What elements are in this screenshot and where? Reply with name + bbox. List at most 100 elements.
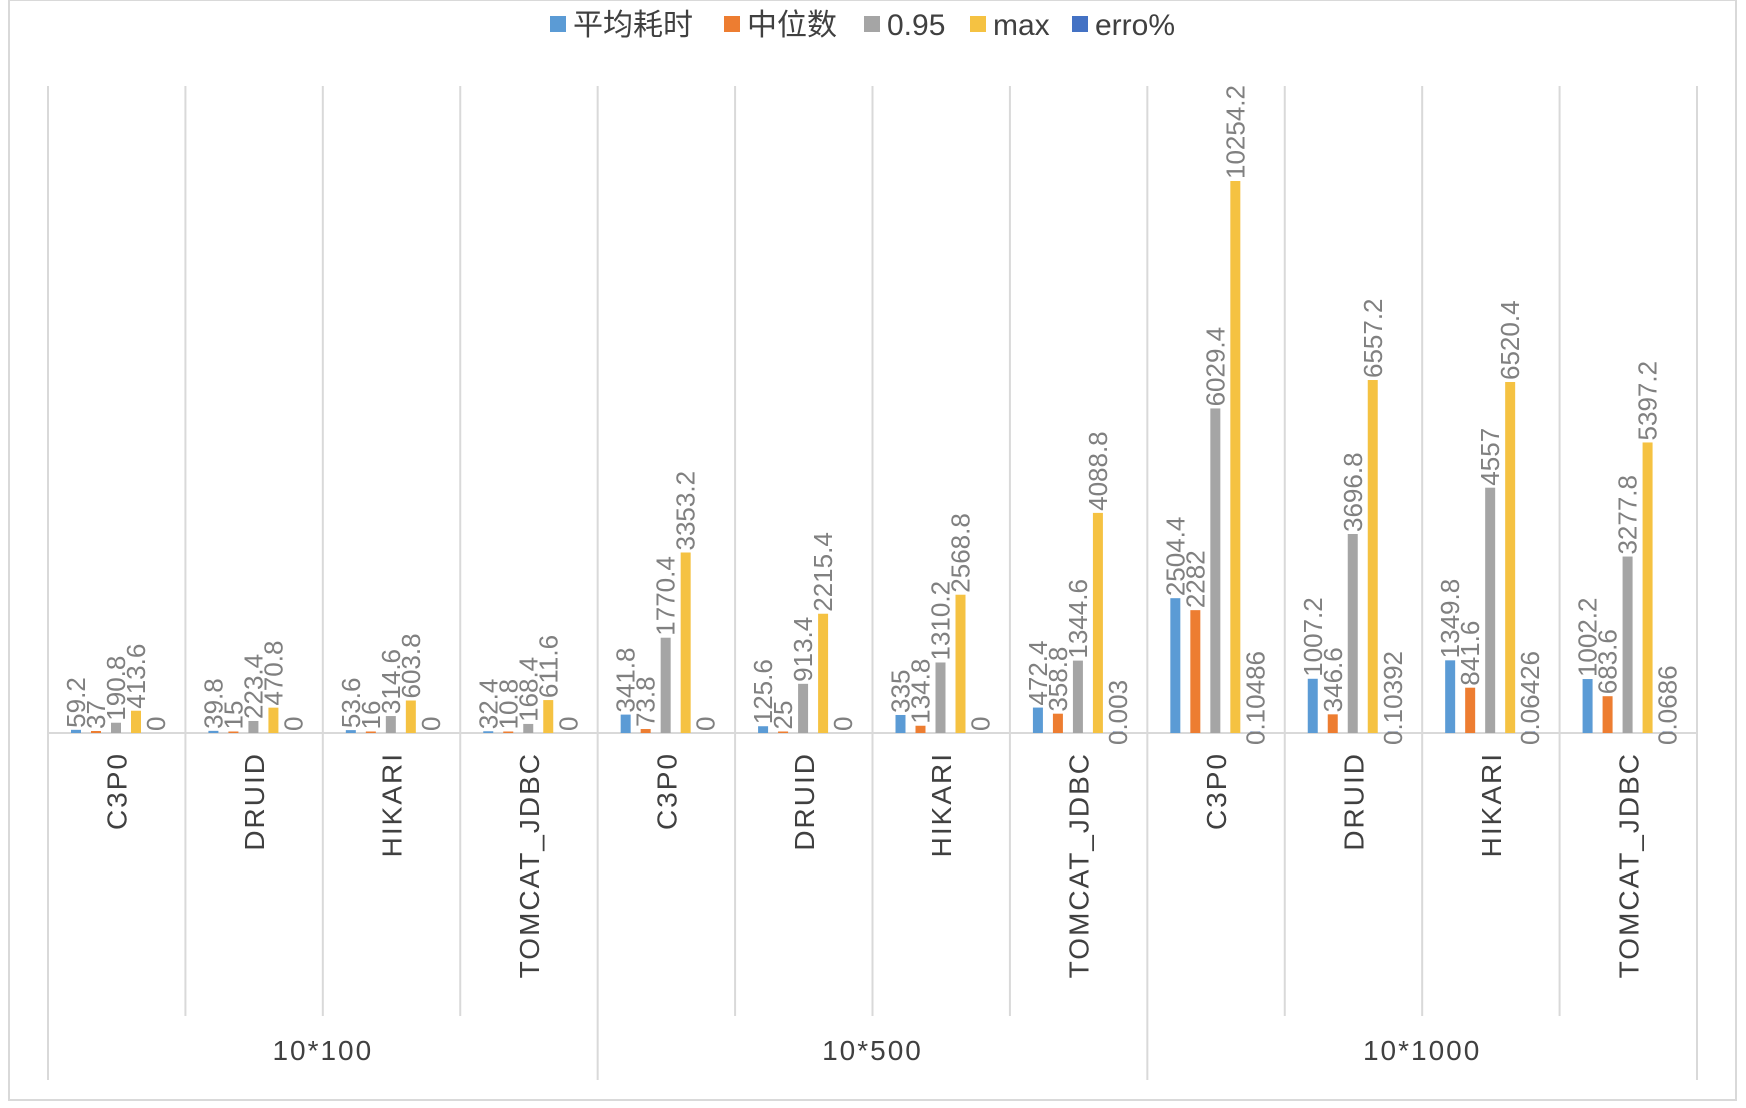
data-label: 0 xyxy=(553,717,583,731)
legend-label-0: 平均耗时 xyxy=(573,9,693,42)
data-label: 2504.4 xyxy=(1160,517,1190,597)
data-label: 125.6 xyxy=(748,659,778,724)
data-label: 0.0686 xyxy=(1653,665,1683,745)
group-label: 10*100 xyxy=(272,1035,373,1066)
bar xyxy=(1347,533,1358,733)
data-label: 16 xyxy=(356,701,386,730)
bar xyxy=(131,710,141,733)
bar xyxy=(248,720,259,733)
bar xyxy=(1505,381,1516,733)
category-label: TOMCAT_JDBC xyxy=(1064,752,1095,978)
data-label: 0.10486 xyxy=(1240,651,1270,745)
bar xyxy=(345,730,356,733)
bar xyxy=(1622,556,1633,733)
bar xyxy=(1642,442,1653,733)
bar xyxy=(483,731,494,733)
data-label: 37 xyxy=(81,700,111,729)
bar xyxy=(1602,696,1613,733)
bar xyxy=(1210,408,1221,733)
data-label: 3277.8 xyxy=(1613,475,1643,555)
axis-lines xyxy=(47,86,1698,1080)
group-label: 10*500 xyxy=(822,1035,923,1066)
bar xyxy=(680,552,691,733)
data-label: 335 xyxy=(886,670,916,713)
bar xyxy=(543,700,554,733)
bar xyxy=(503,731,514,733)
data-label: 0.003 xyxy=(1103,680,1133,745)
bar xyxy=(1112,731,1123,733)
bar xyxy=(1052,713,1063,733)
bar xyxy=(1582,679,1593,733)
legend-label-1: 中位数 xyxy=(747,9,837,42)
data-label: 2215.4 xyxy=(808,532,838,612)
data-label: 223.4 xyxy=(238,654,268,719)
bar xyxy=(935,662,946,733)
data-label: 341.8 xyxy=(611,648,641,713)
data-label: 841.6 xyxy=(1455,621,1485,686)
legend-swatch-3 xyxy=(970,16,986,32)
legend-swatch-2 xyxy=(864,16,880,32)
data-label: 470.8 xyxy=(258,641,288,706)
data-label: 611.6 xyxy=(533,635,563,698)
data-label: 3696.8 xyxy=(1338,452,1368,532)
bar xyxy=(1525,731,1536,733)
bar xyxy=(1230,181,1241,733)
bar xyxy=(385,716,396,733)
bar xyxy=(365,731,376,733)
legend: 平均耗时 中位数 0.95 max erro% xyxy=(550,9,1175,42)
legend-label-2: 0.95 xyxy=(887,9,945,42)
bar xyxy=(268,707,279,733)
category-label: DRUID xyxy=(789,752,820,851)
data-label: 0 xyxy=(141,717,171,731)
data-label: 0.10392 xyxy=(1378,651,1408,745)
category-label: HIKARI xyxy=(926,752,957,857)
bar xyxy=(1327,714,1338,733)
data-label: 6029.4 xyxy=(1200,327,1230,407)
data-label: 59.2 xyxy=(61,677,91,728)
data-label: 1770.4 xyxy=(651,556,681,636)
data-label: 3353.2 xyxy=(671,471,701,551)
bar xyxy=(798,683,809,733)
category-labels: C3P0 DRUID HIKARI TOMCAT_JDBC C3P0 DRUID HIKAR… xyxy=(102,752,1645,978)
data-label: 190.8 xyxy=(101,656,131,721)
bars xyxy=(71,181,1673,733)
category-label: DRUID xyxy=(1338,752,1369,851)
data-label: 0.06426 xyxy=(1515,651,1545,745)
bar xyxy=(1367,380,1378,733)
data-label: 32.4 xyxy=(473,679,503,730)
data-label: 0 xyxy=(416,717,446,731)
bar xyxy=(1170,598,1181,733)
bar xyxy=(71,729,81,733)
bar xyxy=(915,725,926,733)
bar xyxy=(1662,731,1673,733)
bar xyxy=(1190,610,1201,733)
bar xyxy=(955,594,966,733)
category-label: HIKARI xyxy=(377,752,408,857)
bar xyxy=(1250,731,1261,733)
bar xyxy=(1445,660,1456,733)
bar xyxy=(778,731,789,733)
data-label: 1002.2 xyxy=(1573,598,1603,678)
bar xyxy=(208,730,219,733)
bar xyxy=(660,637,671,733)
category-label: TOMCAT_JDBC xyxy=(1613,752,1644,978)
category-label: TOMCAT_JDBC xyxy=(514,752,545,978)
bar xyxy=(758,726,769,733)
data-label: 10254.2 xyxy=(1220,85,1250,179)
data-label: 2282 xyxy=(1180,550,1210,608)
data-label: 168.4 xyxy=(513,657,543,722)
bar xyxy=(1307,678,1318,733)
bar xyxy=(228,731,239,733)
bar xyxy=(1092,512,1103,733)
bar xyxy=(1465,687,1476,733)
data-label: 25 xyxy=(768,701,798,730)
bar xyxy=(1387,731,1398,733)
data-label: 0 xyxy=(278,717,308,731)
data-label: 314.6 xyxy=(376,649,406,714)
data-label: 39.8 xyxy=(198,678,228,729)
category-label: DRUID xyxy=(239,752,270,851)
bar xyxy=(111,722,121,733)
bar xyxy=(640,729,651,733)
bar xyxy=(1032,707,1043,733)
data-label: 1007.2 xyxy=(1298,597,1328,677)
